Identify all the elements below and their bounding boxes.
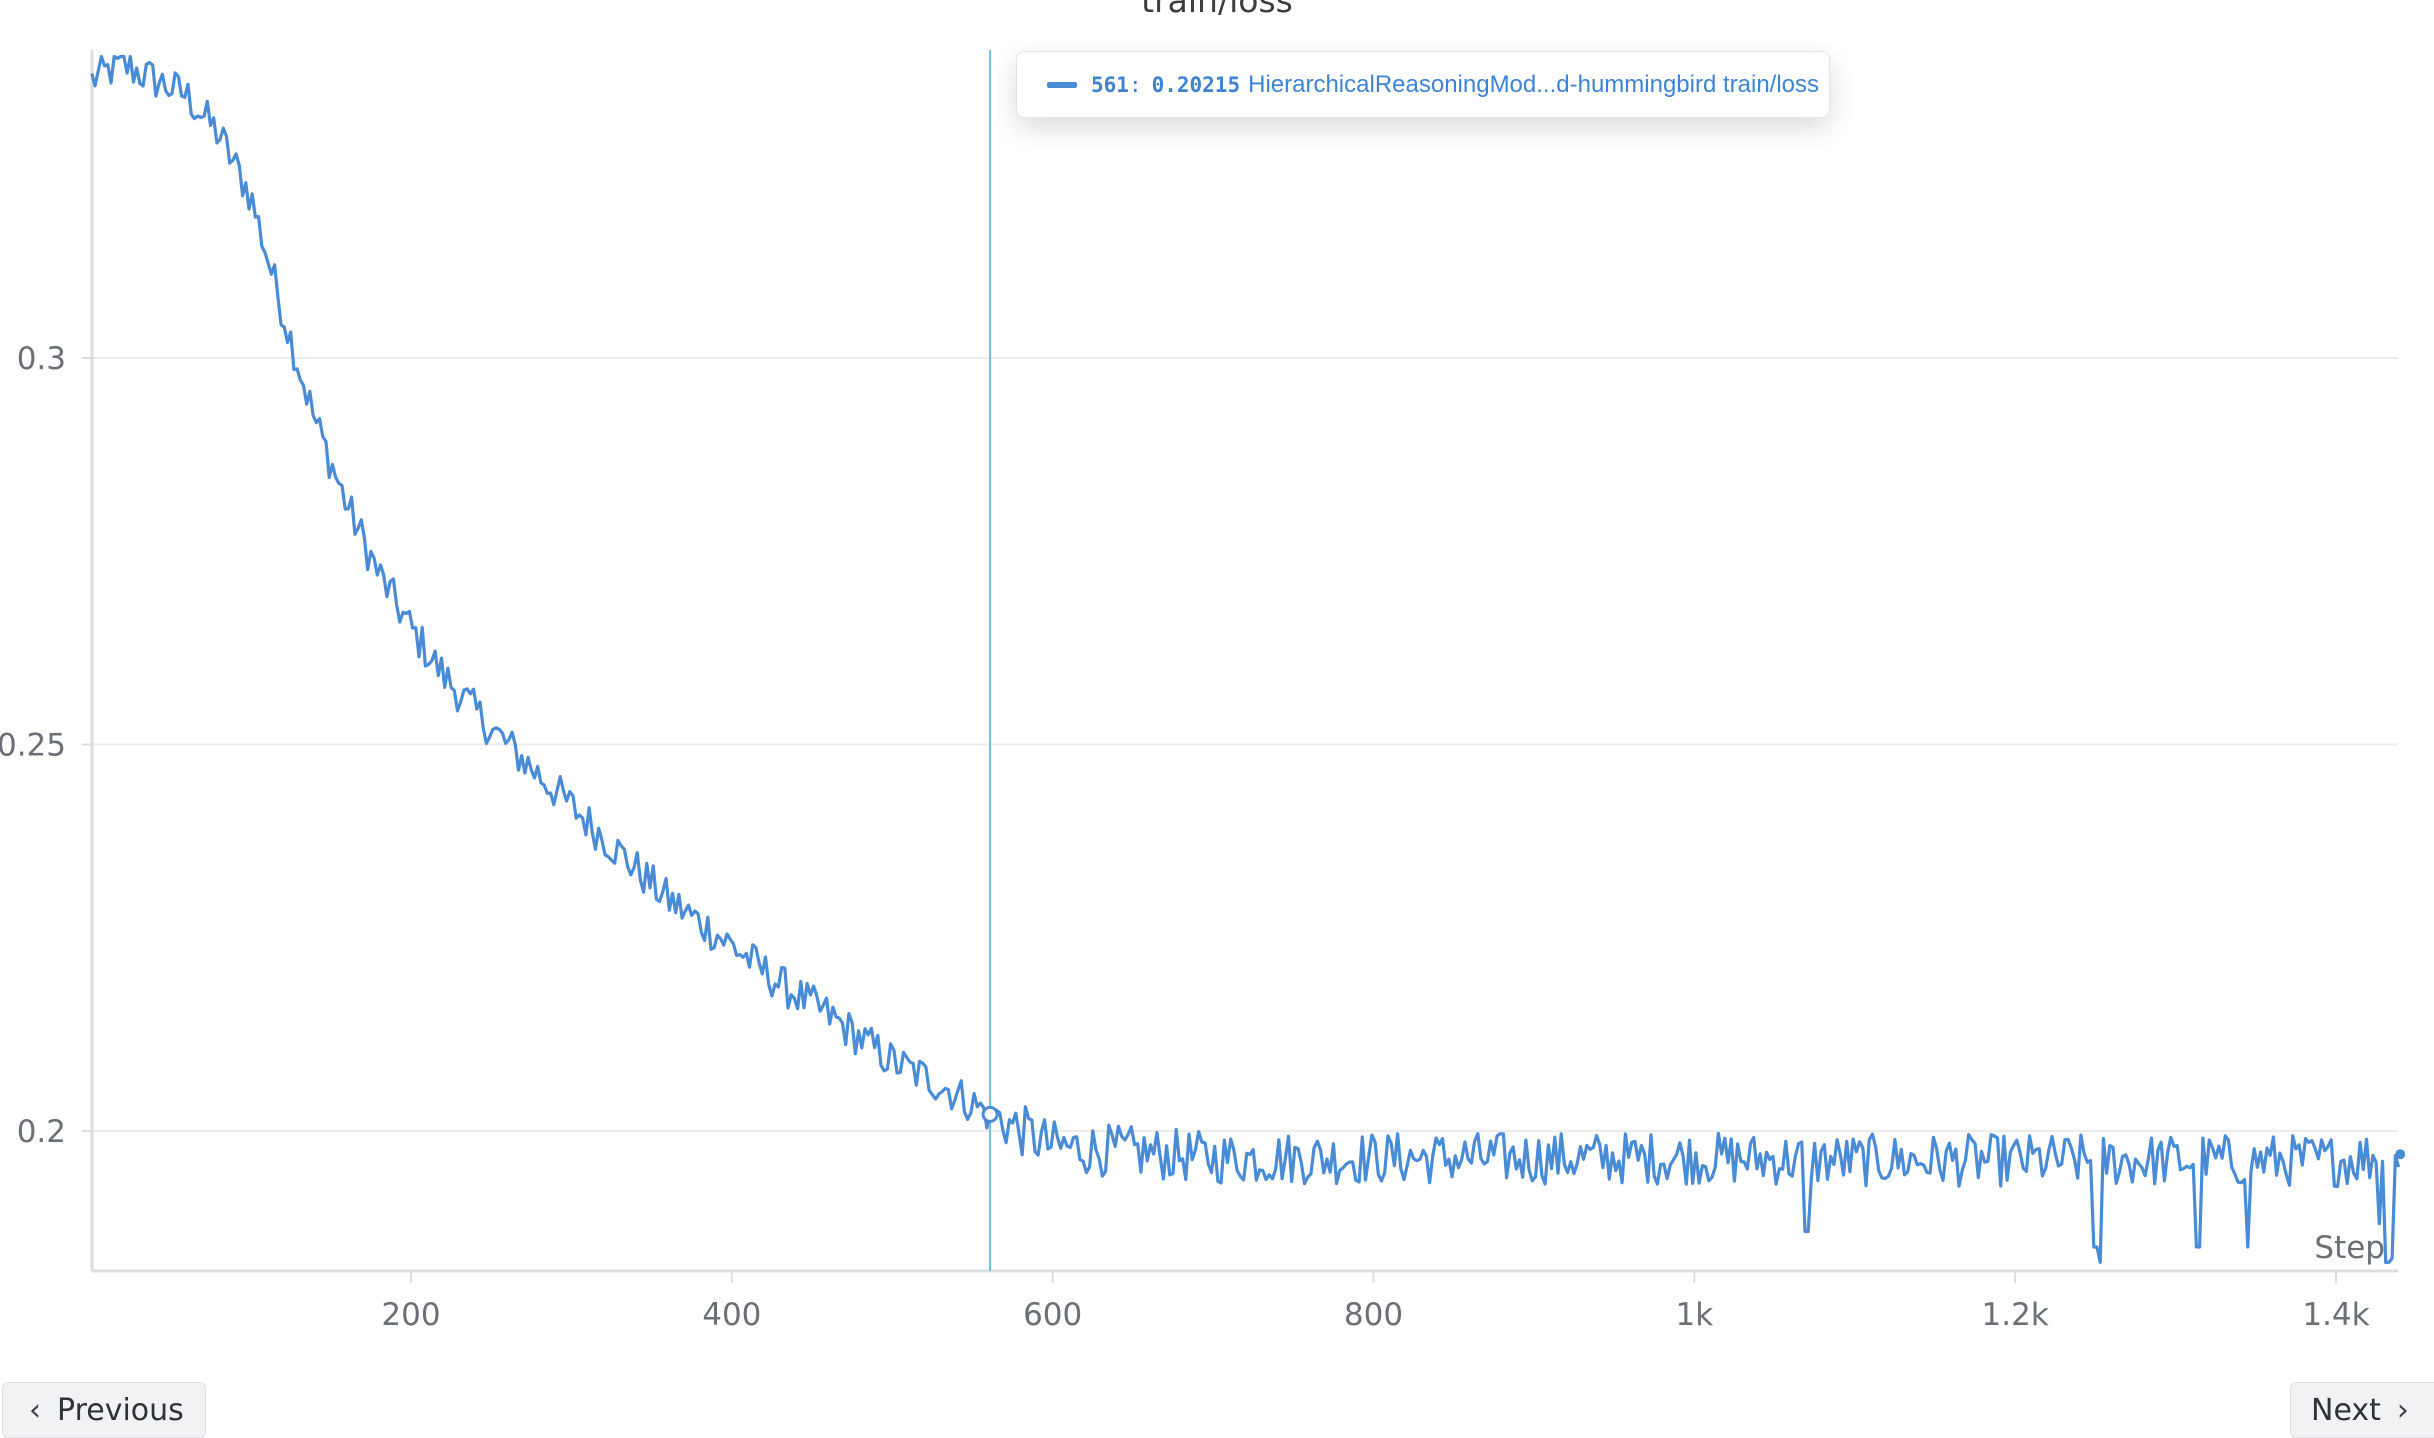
chevron-left-icon: ‹: [29, 1392, 41, 1428]
chevron-right-icon: ›: [2396, 1392, 2409, 1428]
x-tick-label: 800: [1344, 1297, 1403, 1333]
series-swatch: [1047, 81, 1077, 88]
hover-tooltip: 561 : 0.20215 HierarchicalReasoningMod..…: [1016, 51, 1830, 118]
previous-label: Previous: [57, 1392, 184, 1428]
y-tick-label: 0.3: [17, 341, 66, 377]
tooltip-run-name: HierarchicalReasoningMod...d-hummingbird…: [1248, 70, 1820, 98]
x-axis-label: Step: [2314, 1230, 2385, 1266]
hover-point: [981, 1105, 999, 1123]
series-line: [90, 54, 2401, 1264]
tooltip-value: 0.20215: [1151, 72, 1241, 97]
y-tick-label: 0.2: [17, 1114, 66, 1150]
x-tick-label: 400: [702, 1297, 761, 1333]
x-tick-label: 1.2k: [1982, 1297, 2049, 1333]
chart-title: train/loss: [1141, 0, 1293, 20]
next-label: Next: [2311, 1392, 2381, 1428]
series-end-point: [2395, 1149, 2406, 1160]
x-tick-label: 1.4k: [2302, 1297, 2369, 1333]
tooltip-separator: :: [1128, 72, 1142, 97]
x-tick-label: 600: [1023, 1297, 1082, 1333]
x-tick-label: 1k: [1675, 1297, 1713, 1333]
previous-button[interactable]: ‹ Previous: [2, 1382, 206, 1438]
y-tick-label: 0.25: [0, 728, 66, 764]
tooltip-step: 561: [1091, 72, 1129, 97]
x-tick-label: 200: [381, 1297, 440, 1333]
next-button[interactable]: Next ›: [2290, 1382, 2434, 1438]
